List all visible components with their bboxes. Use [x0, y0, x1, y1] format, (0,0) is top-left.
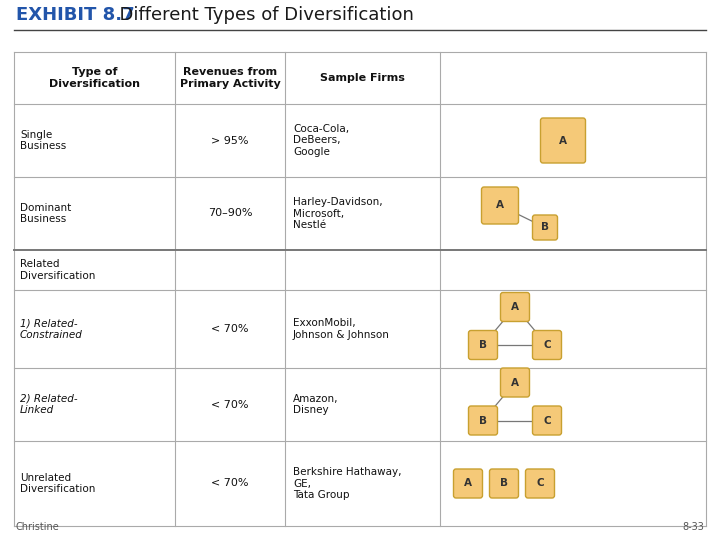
FancyBboxPatch shape	[533, 330, 562, 360]
Text: C: C	[543, 415, 551, 426]
Text: A: A	[496, 200, 504, 211]
Text: 2) Related-
Linked: 2) Related- Linked	[20, 394, 78, 415]
Text: Related
Diversification: Related Diversification	[20, 259, 95, 281]
Text: Berkshire Hathaway,
GE,
Tata Group: Berkshire Hathaway, GE, Tata Group	[293, 467, 402, 500]
Text: Sample Firms: Sample Firms	[320, 73, 405, 83]
Text: Different Types of Diversification: Different Types of Diversification	[108, 6, 414, 24]
Text: Amazon,
Disney: Amazon, Disney	[293, 394, 338, 415]
FancyBboxPatch shape	[482, 187, 518, 224]
Text: Christine: Christine	[16, 522, 60, 532]
FancyBboxPatch shape	[469, 330, 498, 360]
Text: C: C	[543, 340, 551, 350]
Text: B: B	[479, 340, 487, 350]
Text: Type of
Diversification: Type of Diversification	[49, 67, 140, 89]
FancyBboxPatch shape	[533, 215, 557, 240]
FancyBboxPatch shape	[526, 469, 554, 498]
Text: A: A	[511, 302, 519, 312]
Text: 8-33: 8-33	[682, 522, 704, 532]
Text: 1) Related-
Constrained: 1) Related- Constrained	[20, 318, 83, 340]
Text: Single
Business: Single Business	[20, 130, 66, 151]
Text: B: B	[500, 478, 508, 489]
Text: A: A	[559, 136, 567, 145]
FancyBboxPatch shape	[490, 469, 518, 498]
Text: Harley-Davidson,
Microsoft,
Nestlé: Harley-Davidson, Microsoft, Nestlé	[293, 197, 382, 230]
Text: < 70%: < 70%	[211, 400, 248, 409]
Text: Coca-Cola,
DeBeers,
Google: Coca-Cola, DeBeers, Google	[293, 124, 349, 157]
Text: A: A	[511, 377, 519, 388]
Text: Unrelated
Diversification: Unrelated Diversification	[20, 472, 95, 494]
Text: Dominant
Business: Dominant Business	[20, 202, 71, 224]
Text: ExxonMobil,
Johnson & Johnson: ExxonMobil, Johnson & Johnson	[293, 318, 390, 340]
Text: < 70%: < 70%	[211, 478, 248, 489]
FancyBboxPatch shape	[533, 406, 562, 435]
Text: B: B	[479, 415, 487, 426]
Text: EXHIBIT 8.7: EXHIBIT 8.7	[16, 6, 135, 24]
Text: > 95%: > 95%	[211, 136, 248, 145]
FancyBboxPatch shape	[469, 406, 498, 435]
Text: 70–90%: 70–90%	[208, 208, 252, 219]
Text: < 70%: < 70%	[211, 324, 248, 334]
Text: B: B	[541, 222, 549, 233]
FancyBboxPatch shape	[500, 293, 529, 321]
Text: C: C	[536, 478, 544, 489]
FancyBboxPatch shape	[500, 368, 529, 397]
FancyBboxPatch shape	[541, 118, 585, 163]
Text: Revenues from
Primary Activity: Revenues from Primary Activity	[179, 67, 280, 89]
Text: A: A	[464, 478, 472, 489]
FancyBboxPatch shape	[454, 469, 482, 498]
